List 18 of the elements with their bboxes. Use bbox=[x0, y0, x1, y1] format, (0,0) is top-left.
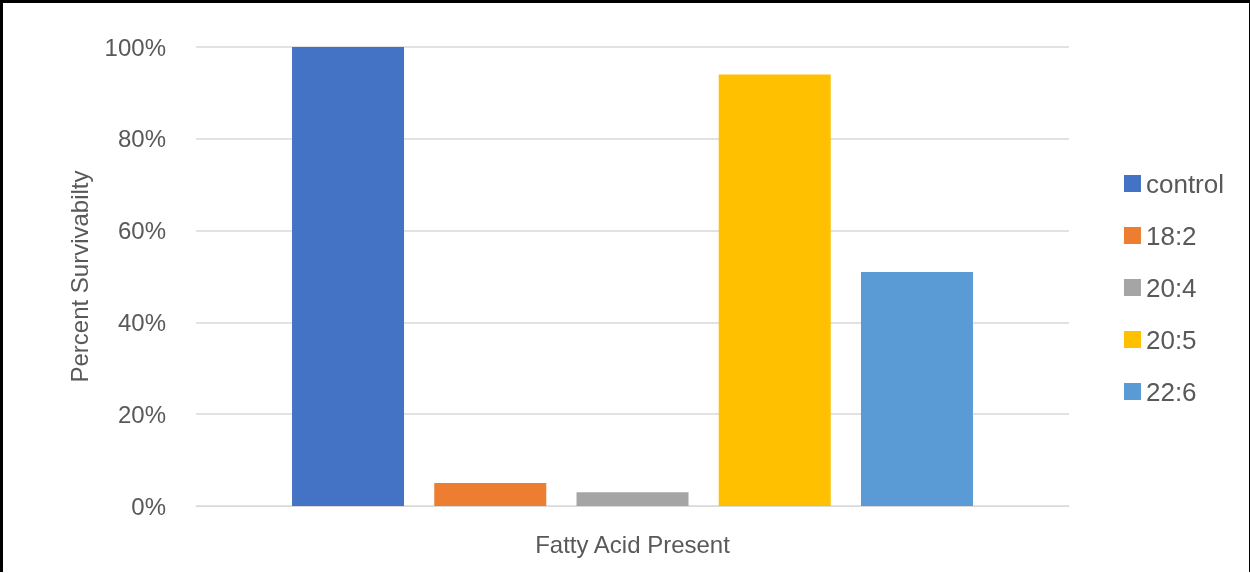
x-axis-title: Fatty Acid Present bbox=[535, 530, 731, 558]
bar bbox=[718, 74, 831, 506]
legend-label: 20:4 bbox=[1145, 272, 1197, 303]
legend-label: 22:6 bbox=[1145, 376, 1197, 407]
legend-label: control bbox=[1145, 168, 1225, 199]
bar bbox=[576, 492, 689, 506]
y-tick-label: 80% bbox=[117, 125, 166, 153]
bar bbox=[292, 47, 405, 506]
y-axis-title: Percent Survivabilty bbox=[65, 170, 93, 383]
y-tick-label: 40% bbox=[117, 308, 166, 336]
bar bbox=[860, 271, 973, 506]
y-tick-label: 100% bbox=[104, 33, 166, 61]
bar bbox=[434, 483, 547, 506]
y-tick-label: 0% bbox=[131, 492, 166, 520]
y-tick-label: 20% bbox=[117, 400, 166, 428]
legend-label: 18:2 bbox=[1145, 220, 1197, 251]
legend-label: 20:5 bbox=[1145, 324, 1197, 355]
y-tick-label: 60% bbox=[117, 217, 166, 245]
